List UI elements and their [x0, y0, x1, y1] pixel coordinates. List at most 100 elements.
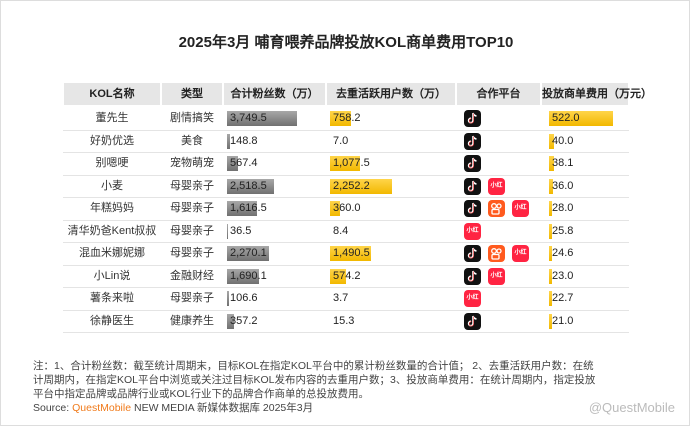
note-line: 计周期内，在指定KOL平台中浏览或关注过目标KOL发布内容的去重用户数；3、投放… — [33, 374, 596, 386]
fee-bar — [549, 291, 552, 306]
fans-label: 2,518.5 — [230, 179, 267, 192]
fee-label: 522.0 — [552, 112, 580, 124]
fans-label: 106.6 — [230, 292, 258, 304]
kol-name: 小Lin说 — [93, 269, 131, 282]
kol-type: 健康养生 — [170, 314, 214, 327]
column-header: KOL名称 — [64, 83, 160, 105]
fans-bar — [227, 156, 238, 171]
kol-name: 别嗯哽 — [95, 157, 129, 169]
row-separator — [63, 264, 629, 266]
fans-bar — [227, 133, 230, 149]
users-label: 3.7 — [333, 292, 349, 304]
kol-name: 小麦 — [101, 179, 123, 192]
douyin-icon — [464, 312, 481, 330]
fans-bar — [227, 291, 229, 306]
kol-name: 董先生 — [95, 112, 129, 124]
kuaishou-icon — [488, 200, 505, 217]
fee-label: 40.0 — [552, 134, 574, 147]
watermark: @QuestMobile — [588, 400, 675, 415]
users-bar — [330, 156, 360, 171]
fans-bar — [227, 201, 258, 216]
title: 2025年3月 哺育喂养品牌投放KOL商单费用TOP10 — [178, 34, 514, 51]
column-header: 投放商单费用（万元） — [542, 83, 652, 105]
kuaishou-icon — [488, 245, 505, 262]
source-prefix: Source: — [33, 402, 70, 414]
column-header: 合计粉丝数（万） — [224, 83, 325, 105]
source-brand: QuestMobile — [72, 402, 132, 414]
kol-type: 宠物萌宠 — [170, 157, 214, 169]
kol-type: 母婴亲子 — [170, 247, 214, 259]
users-bar — [330, 246, 372, 261]
note-line: 注：1、合计粉丝数：截至统计周期末，目标KOL在指定KOL平台中的累计粉丝数量的… — [33, 360, 594, 372]
kol-name: 好奶优选 — [90, 134, 134, 147]
column-header: 合作平台 — [457, 83, 540, 105]
fans-label: 1,616.5 — [230, 202, 267, 214]
kol-type: 母婴亲子 — [170, 179, 214, 192]
fans-bar — [227, 111, 297, 126]
kol-type: 母婴亲子 — [170, 224, 214, 237]
users-bar — [330, 178, 392, 194]
xiaohongshu-icon: 小红书 — [488, 267, 505, 285]
row-separator — [63, 197, 629, 198]
users-label: 7.0 — [333, 134, 349, 147]
row-separator — [63, 129, 629, 131]
fans-label: 1,690.1 — [230, 269, 267, 282]
users-label: 1,490.5 — [333, 247, 370, 259]
douyin-icon — [464, 155, 481, 172]
row-separator — [63, 242, 629, 243]
row-separator — [63, 219, 629, 221]
users-label: 15.3 — [333, 314, 355, 327]
fee-bar — [549, 313, 552, 329]
fee-bar — [549, 178, 554, 194]
kol-name: 年糕妈妈 — [90, 202, 134, 214]
fans-bar — [227, 223, 228, 239]
fans-label: 36.5 — [230, 224, 252, 237]
fee-label: 24.6 — [552, 247, 574, 259]
douyin-icon — [464, 200, 481, 217]
fans-label: 2,270.1 — [230, 247, 267, 259]
fee-label: 28.0 — [552, 202, 574, 214]
users-label: 1,077.5 — [333, 157, 370, 169]
fee-bar — [549, 223, 553, 239]
xiaohongshu-icon: 小红书 — [512, 200, 529, 217]
fee-label: 23.0 — [552, 269, 574, 282]
fee-bar — [549, 268, 552, 284]
fans-bar — [227, 313, 234, 329]
kol-type: 剧情搞笑 — [170, 112, 214, 124]
fee-label: 21.0 — [552, 314, 574, 327]
kol-type: 母婴亲子 — [170, 202, 214, 214]
users-bar — [330, 111, 351, 126]
fans-label: 567.4 — [230, 157, 258, 169]
source-rest: NEW MEDIA 新媒体数据库 2025年3月 — [133, 402, 314, 414]
kol-name: 徐静医生 — [90, 314, 134, 327]
douyin-icon — [464, 267, 481, 285]
users-label: 2,252.2 — [333, 179, 370, 192]
douyin-icon — [464, 177, 481, 195]
fans-bar — [227, 178, 275, 194]
source: Source: QuestMobile NEW MEDIA 新媒体数据库 202… — [33, 401, 595, 415]
users-bar — [330, 201, 340, 216]
fans-label: 148.8 — [230, 134, 258, 147]
douyin-icon — [464, 132, 481, 150]
row-separator — [63, 287, 629, 288]
fans-bar — [227, 268, 259, 284]
fee-bar — [549, 111, 613, 126]
kol-type: 母婴亲子 — [170, 292, 214, 304]
fee-label: 25.8 — [552, 224, 574, 237]
users-label: 360.0 — [333, 202, 361, 214]
fee-bar — [549, 201, 553, 216]
users-label: 8.4 — [333, 224, 349, 237]
kol-type: 金融财经 — [170, 269, 214, 282]
xiaohongshu-icon: 小红书 — [464, 290, 481, 307]
fans-label: 3,749.5 — [230, 112, 267, 124]
fans-label: 357.2 — [230, 314, 258, 327]
fee-bar — [549, 133, 554, 149]
xiaohongshu-icon: 小红书 — [512, 245, 529, 262]
row-separator — [63, 174, 629, 176]
douyin-icon — [464, 110, 481, 127]
users-label: 574.2 — [333, 269, 361, 282]
column-header: 类型 — [162, 83, 222, 105]
kol-name: 混血米娜妮娜 — [79, 247, 145, 259]
row-separator — [63, 309, 629, 311]
